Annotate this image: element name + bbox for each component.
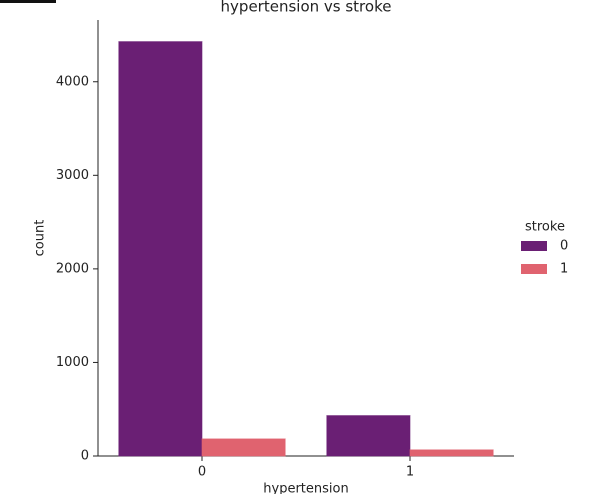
y-tick-label: 0: [81, 449, 89, 464]
y-axis-label: count: [33, 220, 48, 257]
bar: [201, 438, 286, 457]
legend-label: 1: [560, 262, 568, 277]
y-tick-label: 1000: [56, 355, 89, 370]
legend-title: stroke: [525, 220, 565, 235]
legend-swatch: [521, 264, 547, 274]
bar: [118, 41, 203, 457]
chart-title: hypertension vs stroke: [221, 0, 392, 16]
y-tick-label: 3000: [56, 168, 89, 183]
bar: [326, 415, 411, 457]
y-tick-label: 2000: [56, 261, 89, 276]
x-tick-label: 1: [406, 465, 414, 480]
screen-artifact: [0, 0, 56, 3]
legend-swatch: [521, 241, 547, 251]
bar: [409, 449, 494, 457]
x-tick-label: 0: [198, 465, 206, 480]
legend-label: 0: [560, 239, 568, 254]
x-axis-label: hypertension: [263, 482, 348, 494]
y-tick-label: 4000: [56, 74, 89, 89]
